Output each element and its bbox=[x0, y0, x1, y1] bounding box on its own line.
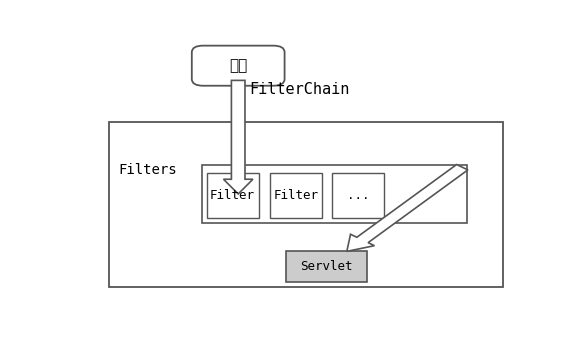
Text: Servlet: Servlet bbox=[300, 260, 353, 273]
Text: Filters: Filters bbox=[119, 163, 177, 177]
Bar bbox=[286, 251, 367, 282]
Text: ...: ... bbox=[347, 189, 370, 202]
Text: Filter: Filter bbox=[273, 189, 318, 202]
Bar bbox=[332, 172, 384, 218]
Polygon shape bbox=[347, 164, 468, 251]
Text: 调用: 调用 bbox=[229, 58, 248, 73]
Polygon shape bbox=[224, 81, 253, 194]
FancyBboxPatch shape bbox=[192, 46, 284, 86]
Text: Filter: Filter bbox=[210, 189, 255, 202]
Text: FilterChain: FilterChain bbox=[249, 82, 349, 97]
Bar bbox=[270, 172, 322, 218]
Bar bbox=[202, 164, 467, 223]
Bar bbox=[109, 122, 503, 287]
Bar bbox=[207, 172, 259, 218]
